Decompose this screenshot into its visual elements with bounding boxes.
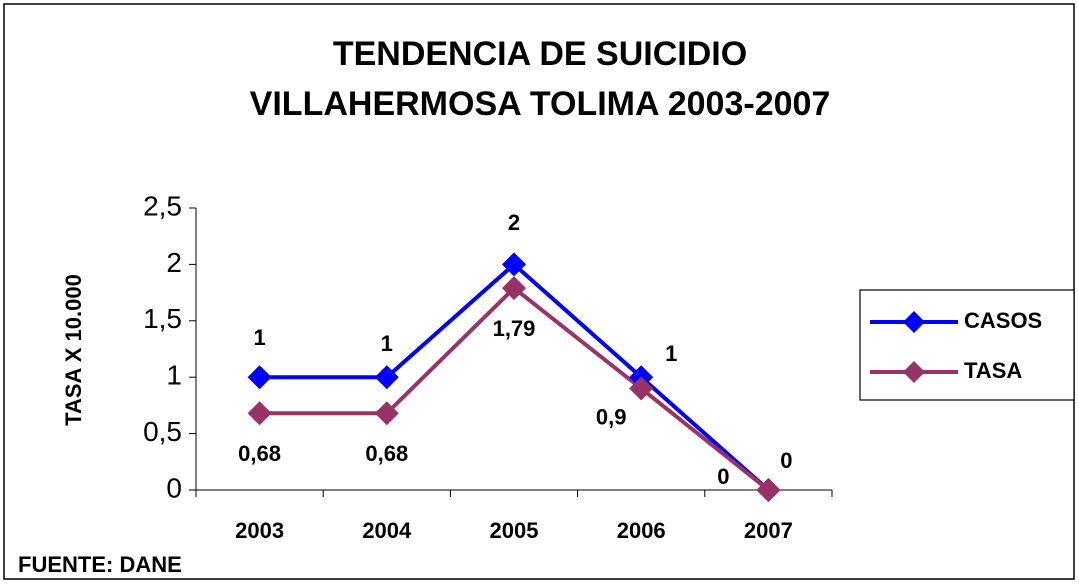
y-tick-label: 0 <box>166 472 182 503</box>
data-point <box>247 401 272 426</box>
legend-marker <box>903 361 925 383</box>
y-tick-label: 2 <box>166 247 182 278</box>
legend-label: TASA <box>964 358 1022 383</box>
legend-label: CASOS <box>964 308 1042 333</box>
data-label: 2 <box>508 210 520 235</box>
data-point <box>374 401 399 426</box>
x-tick-label: 2004 <box>362 518 412 543</box>
data-point <box>374 365 399 390</box>
data-label: 1 <box>253 325 265 350</box>
data-label: 0,68 <box>238 441 281 466</box>
x-tick-label: 2006 <box>617 518 666 543</box>
y-tick-label: 0,5 <box>143 416 182 447</box>
data-point <box>629 376 654 401</box>
legend-box <box>859 289 1075 401</box>
x-tick-label: 2005 <box>490 518 539 543</box>
y-tick-label: 1,5 <box>143 303 182 334</box>
chart-title: TENDENCIA DE SUICIDIO <box>333 35 747 73</box>
data-label: 1,79 <box>493 316 536 341</box>
data-label: 1 <box>381 331 393 356</box>
legend-marker <box>903 311 925 333</box>
y-axis-label: TASA X 10.000 <box>61 274 86 426</box>
data-label: 0 <box>717 464 729 489</box>
source-note: FUENTE: DANE <box>18 552 182 577</box>
y-tick-label: 1 <box>166 360 182 391</box>
data-label: 0,9 <box>596 404 627 429</box>
chart-title: VILLAHERMOSA TOLIMA 2003-2007 <box>250 85 831 123</box>
y-tick-label: 2,5 <box>143 190 182 221</box>
x-tick-label: 2003 <box>235 518 284 543</box>
x-tick-label: 2007 <box>744 518 793 543</box>
data-point <box>756 478 781 502</box>
data-point <box>502 276 526 301</box>
data-label: 0,68 <box>365 441 408 466</box>
data-point <box>502 252 526 277</box>
data-label: 0 <box>780 448 792 473</box>
data-label: 1 <box>665 341 677 366</box>
data-point <box>247 365 272 390</box>
